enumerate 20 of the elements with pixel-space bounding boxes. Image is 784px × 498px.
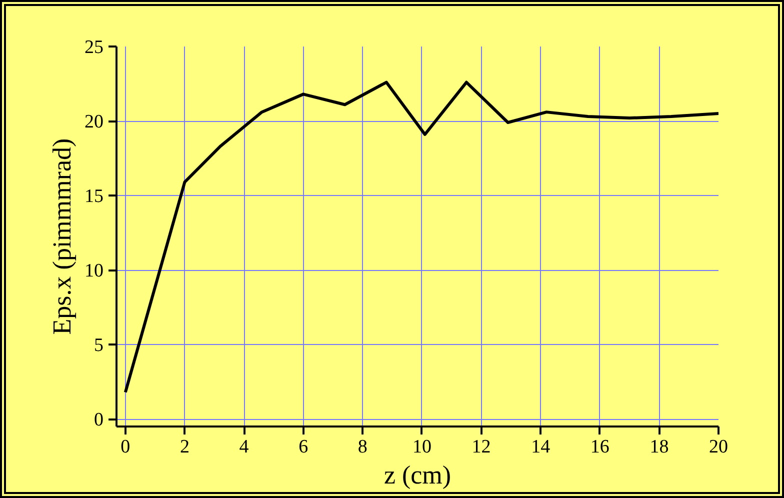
y-tick-label: 0 xyxy=(94,410,104,431)
x-tick-label: 12 xyxy=(472,436,491,458)
x-tick-label: 16 xyxy=(590,436,610,458)
line-series xyxy=(124,80,718,394)
x-tick-label: 14 xyxy=(531,436,551,458)
x-tick-label: 18 xyxy=(650,436,669,458)
x-tick-label: 4 xyxy=(239,436,250,458)
y-tick-label: 5 xyxy=(94,335,104,356)
y-axis-title: Eps.x (pimmmrad) xyxy=(48,138,76,335)
y-tick-label: 10 xyxy=(84,260,104,282)
x-axis-title: z (cm) xyxy=(384,460,452,490)
x-tick-label: 10 xyxy=(412,436,432,458)
x-tick-label: 2 xyxy=(180,436,190,458)
x-tick-label: 0 xyxy=(120,436,130,458)
y-tick-label: 20 xyxy=(84,112,104,133)
y-tick-label: 15 xyxy=(84,186,104,208)
x-tick-label: 6 xyxy=(298,436,308,458)
y-tick-label: 25 xyxy=(84,37,104,58)
x-tick-label: 20 xyxy=(709,436,728,458)
x-tick-label: 8 xyxy=(358,436,368,458)
